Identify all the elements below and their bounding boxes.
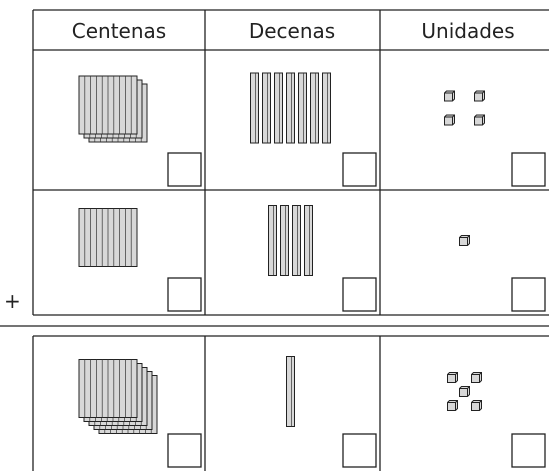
answer-box	[511, 277, 546, 312]
rod-face	[286, 72, 295, 144]
answer-box	[167, 433, 202, 468]
unit-cube	[474, 90, 485, 102]
cube	[447, 372, 458, 383]
answer-box	[342, 277, 377, 312]
unit-cube	[459, 386, 470, 397]
rod-face	[286, 356, 295, 427]
cube	[474, 114, 485, 126]
rod-face	[298, 72, 307, 144]
rod-face	[292, 205, 301, 276]
unit-cube	[444, 114, 455, 126]
unit-cube	[444, 90, 455, 102]
ten-rod	[298, 72, 307, 144]
unit-cube	[459, 235, 470, 246]
plus-sign: +	[4, 289, 21, 313]
header: Decenas	[249, 19, 335, 43]
ten-rod	[274, 72, 283, 144]
ten-rod	[286, 356, 295, 427]
header: Centenas	[72, 19, 166, 43]
answer-box	[342, 152, 377, 187]
cube	[459, 235, 470, 246]
answer-box	[511, 152, 546, 187]
rod-face	[322, 72, 331, 144]
grid	[0, 9, 549, 471]
hundred-flat	[78, 359, 138, 418]
rod-face	[262, 72, 271, 144]
unit-cube	[471, 372, 482, 383]
hundred-flat	[78, 75, 138, 135]
hundred-flat	[78, 208, 138, 267]
ten-rod	[310, 72, 319, 144]
answer-box	[342, 433, 377, 468]
rod-face	[304, 205, 313, 276]
ten-rod	[262, 72, 271, 144]
unit-cube	[474, 114, 485, 126]
answer-box	[167, 277, 202, 312]
rod-face	[310, 72, 319, 144]
header: Unidades	[421, 19, 514, 43]
ten-rod	[250, 72, 259, 144]
cube	[444, 90, 455, 102]
unit-cube	[447, 400, 458, 411]
cube	[447, 400, 458, 411]
answer-box	[511, 433, 546, 468]
ten-rod	[280, 205, 289, 276]
cube	[444, 114, 455, 126]
unit-cube	[447, 372, 458, 383]
unit-cube	[471, 400, 482, 411]
rod-face	[280, 205, 289, 276]
cube	[471, 372, 482, 383]
cube	[474, 90, 485, 102]
ten-rod	[292, 205, 301, 276]
ten-rod	[286, 72, 295, 144]
rod-face	[250, 72, 259, 144]
rod-face	[268, 205, 277, 276]
cube	[459, 386, 470, 397]
ten-rod	[304, 205, 313, 276]
ten-rod	[322, 72, 331, 144]
ten-rod	[268, 205, 277, 276]
answer-box	[167, 152, 202, 187]
cube	[471, 400, 482, 411]
rod-face	[274, 72, 283, 144]
